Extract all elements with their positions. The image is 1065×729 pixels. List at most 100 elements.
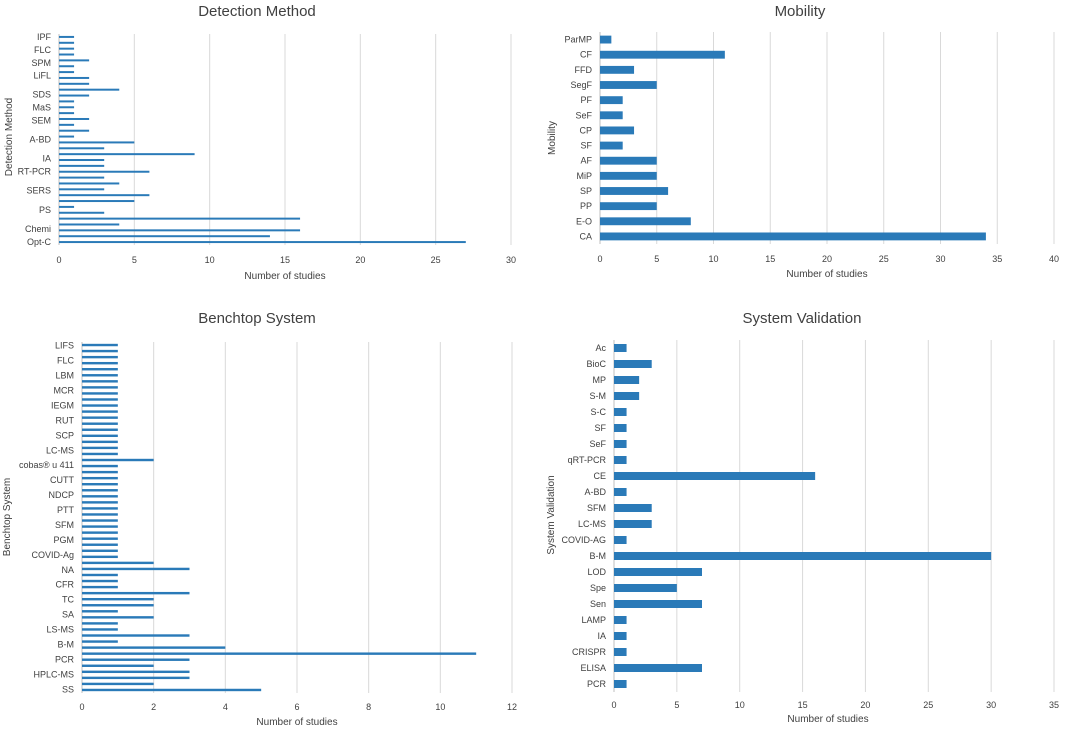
x-axis-label: Number of studies [786, 269, 867, 280]
x-tick-label: 20 [355, 255, 365, 265]
bar [600, 81, 657, 89]
bar [59, 241, 466, 244]
bar [59, 123, 75, 126]
x-tick-label: 25 [923, 700, 933, 710]
x-tick-label: 10 [708, 254, 718, 264]
x-tick-label: 25 [431, 255, 441, 265]
bar [82, 688, 262, 692]
y-tick-label: SFM [587, 503, 606, 513]
x-tick-label: 30 [506, 255, 516, 265]
bar [600, 65, 635, 74]
y-tick-label: LAMP [581, 615, 606, 625]
bar [59, 59, 90, 62]
bar [59, 194, 150, 197]
y-tick-label: B-M [58, 639, 75, 649]
bar [614, 664, 702, 672]
x-tick-label: 5 [674, 700, 679, 710]
bar [600, 217, 691, 226]
y-axis-label: Detection Method [4, 98, 15, 176]
bar [82, 483, 118, 486]
y-tick-label: CP [579, 125, 592, 135]
bar [59, 41, 75, 44]
bar [82, 597, 154, 601]
y-tick-label: SS [62, 684, 74, 694]
bar [614, 552, 992, 560]
y-tick-label: CRISPR [572, 647, 607, 657]
bar [82, 549, 118, 552]
y-tick-label: LiFL [33, 71, 51, 81]
bar [59, 211, 105, 214]
bar [82, 452, 118, 456]
bar [614, 424, 627, 432]
bar [82, 470, 118, 474]
x-tick-label: 0 [79, 702, 84, 712]
bar [59, 188, 105, 191]
bar [614, 488, 627, 496]
bar [82, 676, 190, 680]
mobility-chart: Mobility Number of studies Mobility CA E-… [547, 3, 1059, 280]
bar [82, 343, 118, 347]
y-tick-label: NDCP [48, 490, 74, 500]
bar [59, 112, 75, 115]
x-tick-label: 10 [205, 255, 215, 265]
bar [600, 126, 635, 135]
bar [600, 141, 623, 150]
bar [82, 519, 118, 522]
bar [82, 368, 118, 371]
y-tick-label: A-BD [29, 135, 51, 145]
bar [82, 355, 118, 359]
y-tick-label: B-M [590, 551, 607, 561]
bar [614, 568, 702, 576]
x-tick-label: 30 [935, 254, 945, 264]
y-tick-label: NA [61, 565, 74, 575]
y-tick-label: PCR [587, 679, 607, 689]
y-axis-label: Mobility [547, 121, 558, 155]
bar [614, 472, 816, 480]
bar [82, 640, 118, 643]
bar [59, 200, 135, 203]
y-tick-label: S-M [590, 391, 607, 401]
y-tick-label: E-O [576, 216, 592, 226]
bar [82, 440, 118, 444]
bar [82, 495, 118, 498]
bar [614, 376, 640, 384]
bar [82, 410, 118, 413]
y-tick-label: COVID-AG [561, 535, 606, 545]
bar [82, 543, 118, 546]
bar [59, 88, 120, 91]
bar [614, 648, 627, 656]
bar [82, 610, 118, 613]
bar [82, 464, 118, 468]
y-tick-label: CUTT [50, 475, 74, 485]
bar [82, 555, 118, 559]
bar [82, 374, 118, 377]
y-tick-label: COVID-Ag [31, 550, 74, 560]
bar [82, 537, 118, 540]
y-tick-label: ELISA [580, 663, 606, 673]
y-tick-label: MaS [32, 103, 51, 113]
y-tick-label: SCP [55, 430, 74, 440]
bar [600, 187, 669, 195]
y-tick-label: LIFS [55, 341, 74, 351]
x-tick-label: 4 [223, 702, 228, 712]
x-tick-label: 30 [986, 700, 996, 710]
bar [82, 658, 190, 661]
bar [614, 392, 640, 400]
bar [82, 446, 118, 450]
y-tick-label: S-C [591, 407, 607, 417]
chart-title: Benchtop System [198, 310, 316, 327]
y-tick-label: LBM [55, 371, 74, 381]
y-tick-label: SEM [31, 115, 51, 125]
y-tick-label: SP [580, 186, 592, 196]
bar [600, 156, 657, 165]
bar [614, 600, 702, 608]
bar [82, 682, 154, 686]
bar [82, 567, 190, 571]
bar [82, 670, 190, 674]
bar [59, 82, 90, 85]
bar [59, 35, 75, 38]
bar [82, 634, 190, 637]
bar [82, 458, 154, 462]
y-tick-label: CFR [56, 580, 75, 590]
bar [614, 504, 652, 512]
